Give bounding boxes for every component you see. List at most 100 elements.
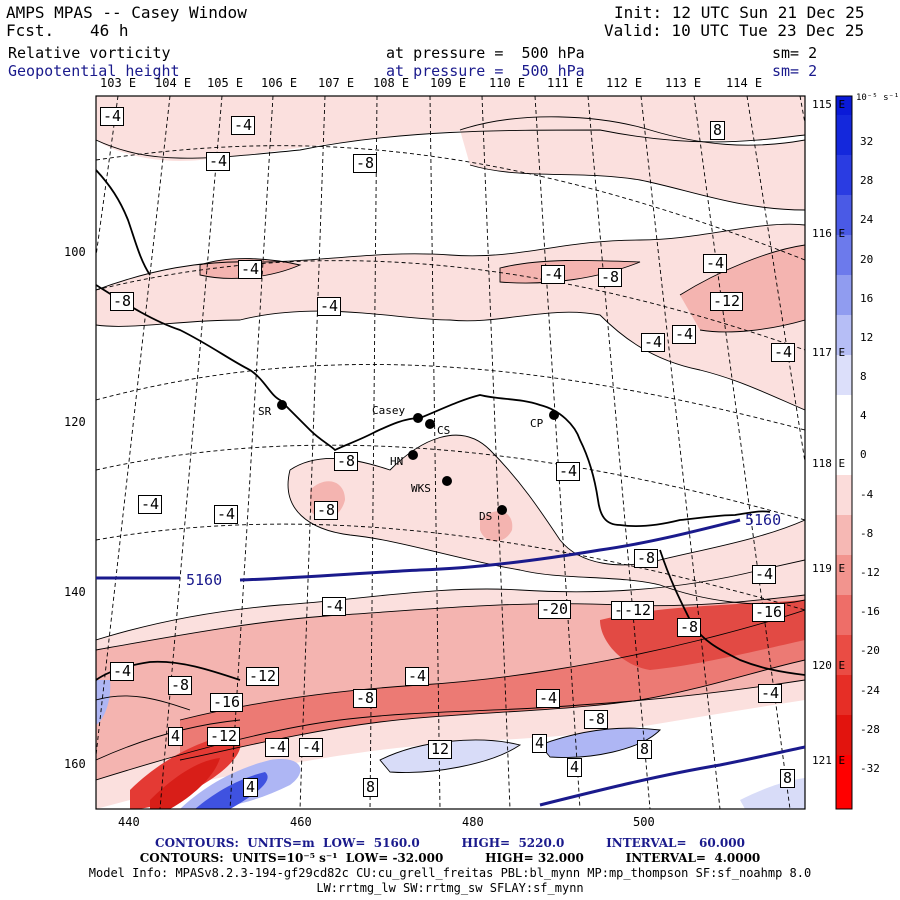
colorbar-tick: -24 bbox=[860, 684, 880, 697]
y-axis-tick: 160 bbox=[64, 757, 86, 771]
y-axis-tick: 120 bbox=[64, 415, 86, 429]
valid-time: Valid: 10 UTC Tue 23 Dec 25 bbox=[604, 21, 865, 40]
vorticity-contour-label: -8 bbox=[110, 292, 135, 311]
vorticity-contour-label: -12 bbox=[246, 667, 280, 686]
vorticity-contour-label: -4 bbox=[541, 265, 566, 284]
vorticity-contour-label: 4 bbox=[243, 778, 259, 797]
station-label-cs: CS bbox=[437, 424, 451, 437]
vorticity-contour-label: 4 bbox=[567, 758, 583, 777]
vorticity-contour-label: -4 bbox=[556, 462, 581, 481]
station-dot-casey bbox=[413, 413, 423, 423]
vorticity-contour-label: -4 bbox=[641, 333, 666, 352]
station-dot-cs bbox=[425, 419, 435, 429]
height-contour-5160 bbox=[96, 518, 805, 807]
lon-label-top: 104 E bbox=[155, 76, 192, 90]
footer-physics-info: LW:rrtmg_lw SW:rrtmg_sw SFLAY:sf_mynn bbox=[316, 881, 584, 895]
vorticity-contour-label: -4 bbox=[758, 684, 783, 703]
init-time: Init: 12 UTC Sun 21 Dec 25 bbox=[614, 3, 865, 22]
vorticity-contour-label: -4 bbox=[752, 565, 777, 584]
colorbar-units: 10⁻⁵ s⁻¹ bbox=[856, 93, 900, 103]
vorticity-contour-label: -4 bbox=[317, 297, 342, 316]
lon-label-right: 115 E bbox=[812, 98, 846, 111]
footer-model-info: Model Info: MPASv8.2.3-194-gf29cd82c CU:… bbox=[88, 866, 812, 880]
field1-smoothing: sm= 2 bbox=[772, 44, 818, 62]
station-dot-hn bbox=[408, 450, 418, 460]
vorticity-contour-label: 8 bbox=[780, 769, 796, 788]
field2-level: at pressure = 500 hPa bbox=[386, 62, 585, 80]
vorticity-contour-label: -8 bbox=[353, 154, 378, 173]
vorticity-contour-label: -4 bbox=[322, 597, 347, 616]
height-label: 5160 bbox=[186, 571, 223, 589]
colorbar-tick: -32 bbox=[860, 762, 880, 775]
station-dot-cp bbox=[549, 410, 559, 420]
lon-label-right: 116 E bbox=[812, 227, 846, 240]
colorbar-tick: 12 bbox=[860, 331, 874, 344]
station-label-wks: WKS bbox=[411, 482, 431, 495]
station-markers bbox=[277, 400, 559, 515]
height-label: 5160 bbox=[745, 511, 782, 529]
vort-band-neg4-top bbox=[96, 96, 805, 161]
map-frame bbox=[95, 95, 806, 810]
vort-pos-d bbox=[540, 728, 660, 758]
vorticity-contour-label: -8 bbox=[634, 549, 659, 568]
lon-label-top: 109 E bbox=[430, 76, 467, 90]
lon-label-right: 120 E bbox=[812, 659, 846, 672]
colorbar-tick: 20 bbox=[860, 253, 874, 266]
vorticity-contour-label: -4 bbox=[703, 254, 728, 273]
vorticity-contour-label: -4 bbox=[206, 152, 231, 171]
vorticity-contour-label: -12 bbox=[710, 292, 744, 311]
vorticity-contour-label: 12 bbox=[428, 740, 453, 759]
vorticity-contour-label: -4 bbox=[405, 667, 430, 686]
y-axis-tick: 100 bbox=[64, 245, 86, 259]
field1-name: Relative vorticity bbox=[8, 44, 171, 62]
lon-label-top: 106 E bbox=[261, 76, 298, 90]
station-label-hn: HN bbox=[390, 455, 404, 468]
vorticity-contour-label: 8 bbox=[637, 740, 653, 759]
vorticity-contour-label: -8 bbox=[353, 689, 378, 708]
forecast-label: Fcst. bbox=[6, 21, 55, 40]
vorticity-contour-label: -8 bbox=[584, 710, 609, 729]
vorticity-contour-label: -12 bbox=[621, 601, 655, 620]
lon-label-right: 119 E bbox=[812, 562, 846, 575]
vorticity-contour-label: -4 bbox=[214, 505, 239, 524]
y-axis-tick: 140 bbox=[64, 585, 86, 599]
vorticity-contour-label: -8 bbox=[168, 676, 193, 695]
lon-label-top: 113 E bbox=[665, 76, 702, 90]
vort-pos-e bbox=[96, 680, 111, 725]
vorticity-contour-label: -8 bbox=[598, 268, 623, 287]
vorticity-contour-label: -4 bbox=[299, 738, 324, 757]
footer-vorticity-contours: CONTOURS: UNITS=10⁻⁵ s⁻¹ LOW= -32.000 HI… bbox=[139, 851, 761, 865]
vorticity-contour-label: -4 bbox=[238, 260, 263, 279]
colorbar-tick: -8 bbox=[860, 527, 874, 540]
vorticity-contour-label: 4 bbox=[168, 727, 184, 746]
colorbar-tick: 0 bbox=[860, 448, 867, 461]
vorticity-contour-label: -16 bbox=[210, 693, 244, 712]
field2-smoothing: sm= 2 bbox=[772, 62, 818, 80]
x-axis-tick: 460 bbox=[290, 815, 312, 829]
colorbar-tick: -20 bbox=[860, 644, 880, 657]
colorbar-tick: -12 bbox=[860, 566, 880, 579]
model-title: AMPS MPAS -- Casey Window bbox=[6, 3, 247, 22]
field1-level: at pressure = 500 hPa bbox=[386, 44, 585, 62]
station-dot-ds bbox=[497, 505, 507, 515]
station-label-ds: DS bbox=[479, 510, 493, 523]
lon-label-right: 121 E bbox=[812, 754, 846, 767]
vorticity-contour-label: -12 bbox=[207, 727, 241, 746]
x-axis-tick: 500 bbox=[633, 815, 655, 829]
lon-label-top: 110 E bbox=[489, 76, 526, 90]
lon-label-top: 108 E bbox=[373, 76, 410, 90]
lon-label-right: 117 E bbox=[812, 346, 846, 359]
field2-name: Geopotential height bbox=[8, 62, 180, 80]
x-axis-tick: 480 bbox=[462, 815, 484, 829]
vorticity-contour-label: -4 bbox=[771, 343, 796, 362]
lon-label-right: 118 E bbox=[812, 457, 846, 470]
x-axis-tick: 440 bbox=[118, 815, 140, 829]
vort-band-neg4-north bbox=[460, 116, 805, 210]
station-dot-sr bbox=[277, 400, 287, 410]
vort-band-neg8-e bbox=[480, 511, 513, 542]
station-label-casey: Casey bbox=[372, 404, 406, 417]
lon-label-top: 107 E bbox=[318, 76, 355, 90]
colorbar-tick: 32 bbox=[860, 135, 874, 148]
colorbar-tick: 8 bbox=[860, 370, 867, 383]
